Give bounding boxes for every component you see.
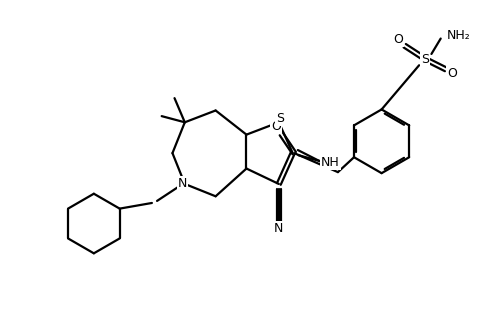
Text: N: N: [274, 222, 284, 235]
Text: NH: NH: [321, 156, 340, 169]
Text: O: O: [447, 67, 457, 80]
Text: O: O: [271, 120, 281, 133]
Text: S: S: [276, 112, 284, 125]
Text: N: N: [178, 177, 187, 190]
Text: S: S: [421, 52, 429, 65]
Text: NH₂: NH₂: [447, 29, 471, 42]
Text: O: O: [394, 33, 403, 46]
